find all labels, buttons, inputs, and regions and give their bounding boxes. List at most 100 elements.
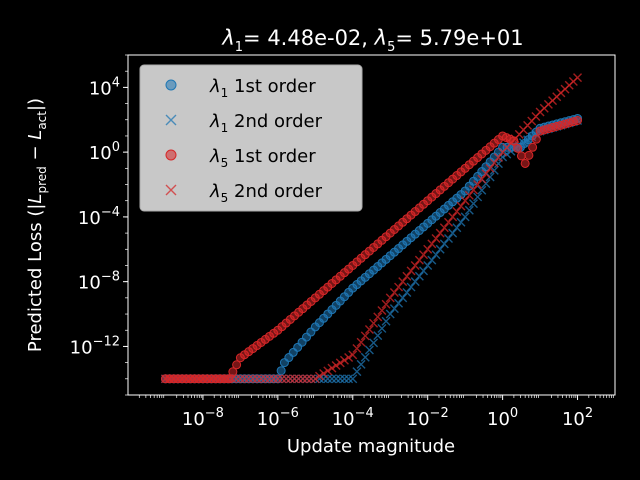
data-point: [477, 174, 487, 184]
legend-entry: λ1 1st order: [165, 76, 316, 100]
data-point: [439, 223, 449, 233]
data-point: [444, 233, 453, 243]
x-tick-label: 10−6: [257, 406, 299, 430]
data-point: [310, 374, 320, 384]
data-point: [369, 338, 379, 348]
data-point: [339, 355, 349, 365]
data-point: [460, 212, 470, 222]
data-point: [423, 260, 433, 270]
data-point: [464, 190, 474, 200]
data-point: [244, 374, 254, 384]
data-point: [185, 374, 195, 384]
data-point: [327, 374, 337, 384]
data-point: [435, 244, 445, 254]
data-point: [169, 374, 179, 384]
data-point: [356, 359, 366, 369]
data-point: [190, 374, 200, 384]
legend-marker: [165, 114, 177, 126]
data-point: [414, 255, 424, 265]
data-point: [468, 199, 478, 209]
data-point: [427, 255, 437, 265]
x-tick-label: 100: [487, 406, 518, 430]
data-point: [406, 282, 416, 292]
data-point: [485, 163, 495, 173]
data-point: [410, 260, 420, 270]
data-point: [419, 250, 429, 260]
data-point: [240, 374, 250, 384]
data-point: [314, 371, 324, 381]
data-point: [327, 363, 337, 373]
data-point: [356, 337, 366, 347]
legend-entry: λ1 2nd order: [165, 111, 323, 135]
data-point: [265, 374, 275, 384]
data-point: [381, 316, 391, 326]
data-point: [202, 374, 212, 384]
data-point: [302, 374, 312, 384]
data-point: [394, 298, 404, 308]
data-point: [531, 134, 541, 144]
legend: λ1 1st order λ1 2nd order λ5 1st order λ5 2…: [139, 64, 363, 212]
data-point: [298, 374, 308, 384]
data-point: [381, 299, 391, 309]
legend-entry: λ5 1st order: [165, 146, 316, 170]
plot-frame: [127, 54, 616, 396]
data-point: [377, 323, 387, 333]
data-point: [364, 345, 374, 355]
x-tick-label: 10−8: [182, 406, 224, 430]
data-point: [277, 374, 287, 384]
data-point: [160, 374, 170, 384]
data-point: [377, 306, 387, 316]
data-point: [524, 150, 534, 160]
data-point: [231, 374, 241, 384]
data-point: [227, 374, 237, 384]
data-point: [281, 374, 291, 384]
data-point: [348, 350, 358, 360]
data-point: [210, 374, 220, 384]
x-axis-label: Update magnitude: [287, 436, 455, 457]
data-point: [423, 244, 433, 254]
data-point: [528, 142, 538, 152]
data-point: [456, 201, 466, 211]
data-point: [335, 358, 345, 368]
data-point: [181, 374, 191, 384]
data-point: [431, 233, 441, 243]
data-point: [385, 293, 395, 303]
y-tick-label: 10−8: [78, 270, 120, 294]
chart-title: λ1= 4.48e-02, λ5= 5.79e+01: [221, 26, 523, 55]
legend-box: [139, 64, 363, 212]
data-point: [373, 312, 383, 322]
data-point: [360, 331, 370, 341]
data-point: [460, 196, 470, 206]
y-tick-label: 100: [89, 140, 120, 164]
data-point: [523, 135, 533, 145]
data-point: [439, 239, 449, 249]
data-point: [516, 151, 526, 161]
data-point: [165, 374, 175, 384]
x-axis-ticks: 10−8 10−6 10−4 10−2 100 102: [138, 395, 614, 430]
data-point: [456, 217, 466, 227]
x-tick-label: 10−2: [407, 406, 449, 430]
data-point: [273, 374, 283, 384]
legend-label: λ1 2nd order: [209, 111, 323, 135]
legend-marker: [165, 79, 177, 91]
data-point: [419, 266, 429, 276]
data-point: [473, 180, 483, 190]
data-point: [276, 366, 286, 376]
y-tick-label: 104: [89, 75, 120, 99]
data-point: [481, 169, 491, 179]
data-point: [260, 374, 270, 384]
data-point: [344, 374, 354, 384]
data-point: [402, 287, 412, 297]
data-point: [448, 228, 458, 238]
data-point: [477, 185, 487, 195]
data-point: [360, 352, 370, 362]
data-point: [414, 271, 424, 281]
data-point: [389, 304, 399, 314]
data-point: [398, 293, 408, 303]
data-point: [468, 185, 478, 195]
data-point: [256, 374, 266, 384]
data-point: [294, 374, 304, 384]
data-point: [352, 344, 362, 354]
data-point: [389, 287, 399, 297]
data-point: [331, 361, 341, 371]
